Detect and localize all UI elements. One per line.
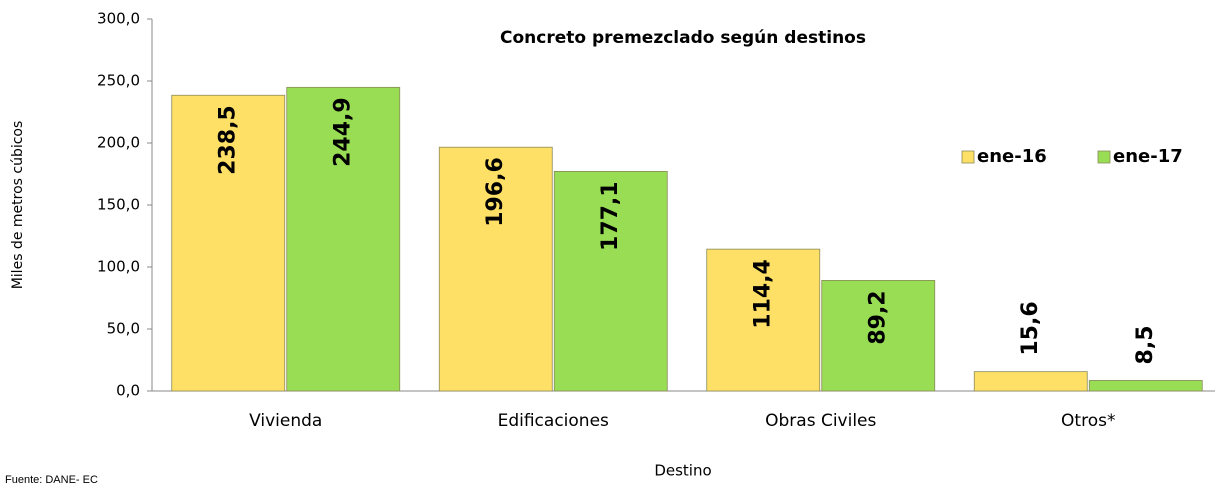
y-axis-label: Miles de metros cúbicos	[10, 121, 26, 290]
legend-label: ene-16	[977, 146, 1047, 167]
bar	[1088, 380, 1203, 392]
legend-swatch	[1097, 150, 1111, 164]
data-label: 177,1	[598, 181, 623, 251]
bar	[973, 371, 1088, 392]
bar	[553, 170, 668, 392]
bar	[286, 86, 401, 392]
x-tick-label: Otros*	[1061, 411, 1115, 431]
y-tick-label: 0,0	[116, 382, 140, 400]
bar	[438, 146, 553, 392]
x-tick-label: Vivienda	[249, 411, 322, 431]
data-label: 15,6	[1018, 301, 1043, 355]
y-tick-label: 50,0	[107, 320, 140, 338]
data-label: 244,9	[330, 97, 355, 167]
data-label: 8,5	[1133, 325, 1158, 364]
data-label: 196,6	[483, 157, 508, 227]
y-tick-label: 100,0	[97, 258, 140, 276]
legend-swatch	[961, 150, 975, 164]
data-label: 114,4	[750, 259, 775, 329]
data-label: 89,2	[865, 290, 890, 344]
chart-title: Concreto premezclado según destinos	[500, 28, 866, 48]
x-tick-label: Edificaciones	[498, 411, 609, 431]
bar	[706, 248, 821, 392]
y-tick-label: 300,0	[97, 10, 140, 28]
legend-label: ene-17	[1113, 146, 1183, 167]
bar	[821, 279, 936, 392]
bar	[171, 94, 286, 392]
y-tick-label: 250,0	[97, 72, 140, 90]
y-tick-label: 200,0	[97, 134, 140, 152]
x-axis-label: Destino	[654, 462, 711, 480]
data-label: 238,5	[215, 105, 240, 175]
source: Fuente: DANE- EC	[5, 474, 98, 483]
y-tick-label: 150,0	[97, 196, 140, 214]
x-tick-label: Obras Civiles	[765, 411, 876, 431]
